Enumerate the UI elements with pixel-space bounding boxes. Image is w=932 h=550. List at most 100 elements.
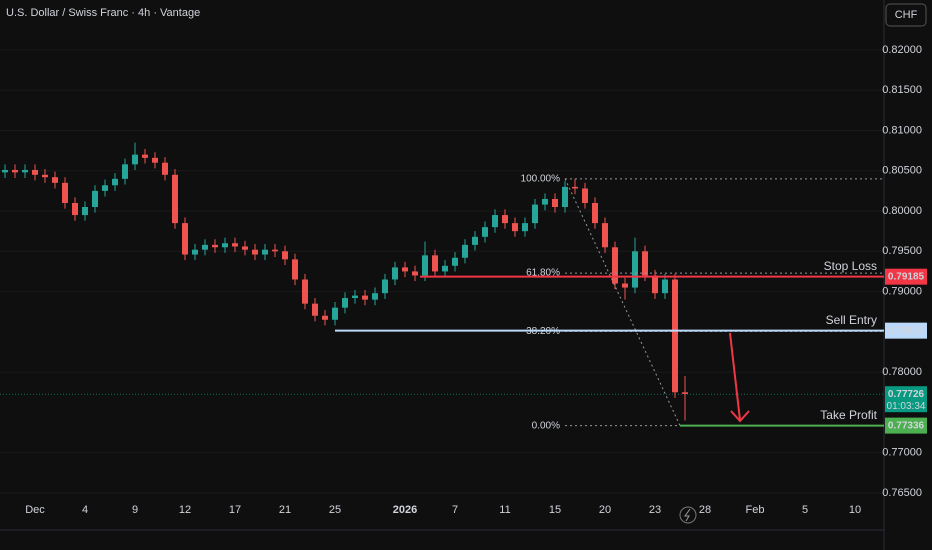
x-tick-label: 12 (179, 504, 191, 516)
fib-trend-line (564, 178, 681, 426)
price-tag (885, 268, 927, 285)
trade-level-name: Sell Entry (826, 313, 877, 327)
candle-body (612, 247, 618, 284)
candle-body (172, 174, 178, 224)
candle-body (222, 243, 228, 248)
x-tick-label: 25 (329, 504, 341, 516)
candle-body (472, 236, 478, 245)
candle-body (622, 283, 628, 288)
candle-body (632, 251, 638, 288)
candle-body (212, 244, 218, 248)
y-tick-label: 0.78000 (882, 366, 922, 378)
candle-body (392, 267, 398, 280)
candle-body (352, 295, 358, 299)
candle-body (302, 279, 308, 304)
candle-body (262, 249, 268, 255)
x-tick-label: 17 (229, 504, 241, 516)
x-tick-label: 5 (802, 504, 808, 516)
candle-body (412, 271, 418, 276)
x-tick-label: 9 (132, 504, 138, 516)
last-price-label: 0.77726 (888, 389, 925, 400)
candle-body (492, 215, 498, 228)
candle-body (512, 223, 518, 232)
x-tick-label: 11 (499, 504, 510, 516)
candle-body (72, 202, 78, 216)
candle-body (462, 244, 468, 258)
fib-label: 0.00% (532, 420, 560, 431)
candle-body (332, 307, 338, 320)
candle-body (322, 315, 328, 320)
candle-body (502, 215, 508, 224)
x-tick-label: 4 (82, 504, 88, 516)
price-tag-label: 0.78515 (888, 325, 925, 336)
y-tick-label: 0.81500 (882, 84, 922, 96)
candle-body (32, 169, 38, 175)
candle-body (82, 207, 88, 216)
candle-body (62, 182, 68, 203)
candle-body (542, 198, 548, 205)
candle-body (232, 243, 238, 247)
candle-body (582, 188, 588, 203)
x-tick-label: 21 (279, 504, 291, 516)
y-tick-label: 0.79500 (882, 245, 922, 257)
candle-body (592, 202, 598, 224)
candle-body (252, 249, 258, 255)
candle-body (2, 169, 8, 173)
candle-body (442, 265, 448, 272)
trade-level-name: Take Profit (820, 408, 877, 422)
candle-body (402, 267, 408, 272)
candle-body (192, 249, 198, 255)
candle-body (292, 259, 298, 280)
candle-body (312, 303, 318, 316)
candle-body (572, 186, 578, 189)
x-tick-label: Feb (746, 504, 765, 516)
y-tick-label: 0.77000 (882, 447, 922, 459)
x-tick-label: 23 (649, 504, 661, 516)
price-tag (885, 417, 927, 434)
candle-body (522, 223, 528, 232)
candle-body (52, 177, 58, 183)
candle-body (152, 157, 158, 163)
y-tick-label: 0.81000 (882, 124, 922, 136)
y-tick-label: 0.82000 (882, 44, 922, 56)
candle-body (382, 279, 388, 294)
y-tick-label: 0.76500 (882, 487, 922, 499)
y-tick-label: 0.80000 (882, 205, 922, 217)
x-tick-label: 2026 (393, 504, 417, 516)
candle-body (142, 154, 148, 158)
replay-icon[interactable] (679, 506, 697, 524)
x-tick-label: 7 (452, 504, 458, 516)
projection-arrow-head (730, 410, 750, 423)
candle-body (162, 162, 168, 175)
y-tick-label: 0.79000 (882, 285, 922, 297)
x-tick-label: Dec (25, 504, 45, 516)
candle-body (282, 251, 288, 260)
replay-bolt (684, 508, 691, 522)
fib-label: 61.80% (526, 268, 560, 279)
candle-body (682, 392, 688, 394)
candle-body (362, 295, 368, 300)
candle-body (562, 186, 568, 208)
candle-body (102, 185, 108, 191)
candle-body (422, 255, 428, 276)
candle-body (372, 293, 378, 300)
candle-body (662, 279, 668, 294)
x-tick-label: 10 (849, 504, 861, 516)
candle-body (242, 246, 248, 250)
trade-level-name: Stop Loss (824, 259, 877, 273)
candle-body (432, 255, 438, 272)
candle-body (182, 223, 188, 255)
currency-button[interactable] (885, 3, 927, 27)
candle-body (672, 279, 678, 393)
fib-label: 100.00% (521, 173, 561, 184)
candle-body (652, 275, 658, 294)
chart-title: U.S. Dollar / Swiss Franc · 4h · Vantage (6, 7, 200, 19)
candle-body (132, 154, 138, 165)
last-price-tag (885, 386, 927, 413)
candle-body (342, 298, 348, 308)
countdown-label: 01:03:34 (887, 401, 926, 412)
